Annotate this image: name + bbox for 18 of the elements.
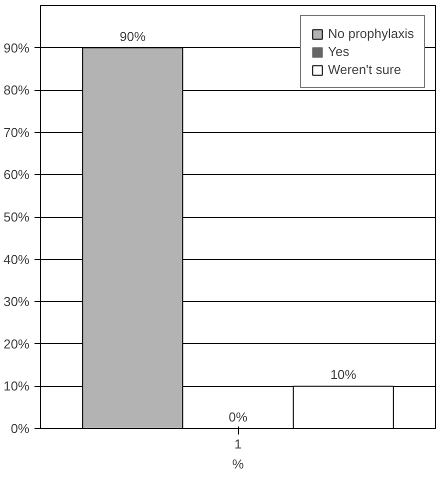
x-axis-title: % bbox=[232, 456, 244, 472]
data-label: 10% bbox=[330, 367, 357, 382]
y-tick-label: 60% bbox=[3, 167, 30, 182]
y-tick-label: 0% bbox=[10, 421, 30, 436]
legend-label: No prophylaxis bbox=[328, 26, 414, 41]
data-label: 90% bbox=[120, 28, 146, 44]
y-tick-label: 10% bbox=[3, 378, 30, 394]
y-tick-label: 70% bbox=[3, 124, 30, 140]
data-label: 0% bbox=[228, 410, 248, 424]
legend-label: Yes bbox=[328, 44, 350, 59]
y-tick-label: 30% bbox=[3, 294, 30, 310]
y-tick-label: 40% bbox=[3, 252, 30, 267]
y-tick-label: 50% bbox=[3, 210, 30, 224]
y-tick-label: 90% bbox=[3, 40, 30, 56]
y-tick-label: 80% bbox=[3, 82, 30, 98]
y-tick-label: 20% bbox=[3, 336, 30, 352]
x-tick-label: 1 bbox=[234, 436, 242, 452]
legend-label: Weren't sure bbox=[328, 62, 402, 77]
